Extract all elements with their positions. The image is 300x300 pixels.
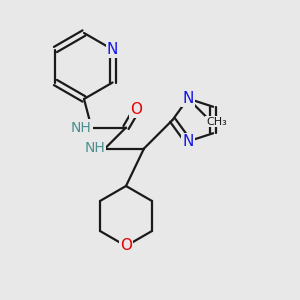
Text: N: N <box>107 42 118 57</box>
Text: O: O <box>130 102 142 117</box>
Text: N: N <box>182 91 194 106</box>
Text: CH₃: CH₃ <box>206 117 227 127</box>
Text: O: O <box>120 238 132 253</box>
Text: NH: NH <box>84 142 105 155</box>
Text: NH: NH <box>71 121 92 134</box>
Text: N: N <box>182 134 194 149</box>
